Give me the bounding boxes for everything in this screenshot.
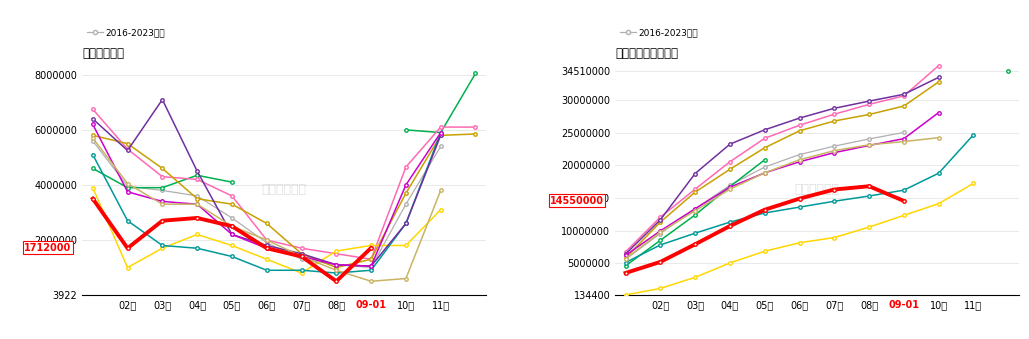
Legend: 2016-2023均值: 2016-2023均值 — [86, 28, 166, 37]
Text: 中国进口美豆累计值: 中国进口美豆累计值 — [615, 47, 678, 60]
Text: 14550000: 14550000 — [549, 196, 604, 206]
Text: 中国进口美豆: 中国进口美豆 — [82, 47, 125, 60]
Text: 紫金天风期货: 紫金天风期货 — [261, 183, 307, 196]
Text: 紫金天风期货: 紫金天风期货 — [794, 183, 840, 196]
Legend: 2016-2023均值: 2016-2023均值 — [619, 28, 699, 37]
Text: 1712000: 1712000 — [24, 243, 71, 253]
